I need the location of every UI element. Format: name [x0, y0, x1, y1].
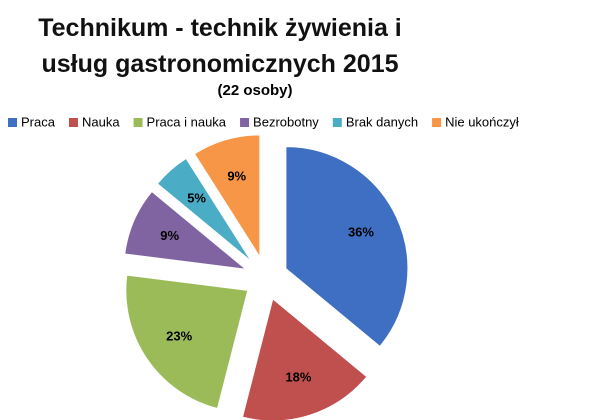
- pie-slice: [193, 134, 261, 259]
- pie-slice: [285, 146, 409, 348]
- data-label: 36%: [348, 225, 374, 240]
- data-label: 18%: [285, 369, 311, 384]
- pie-slice: [125, 274, 249, 410]
- legend-label: Bezrobotny: [253, 114, 319, 129]
- data-label: 9%: [160, 228, 179, 243]
- legend-label: Praca i nauka: [147, 114, 227, 129]
- legend-label: Nauka: [82, 114, 120, 129]
- legend-label: Praca: [21, 114, 56, 129]
- data-label: 9%: [227, 169, 246, 184]
- pie-slice: [156, 157, 252, 262]
- data-label: 23%: [166, 328, 192, 343]
- legend-swatch: [68, 118, 78, 127]
- legend-label: Brak danych: [346, 114, 418, 129]
- legend-swatch: [332, 118, 342, 127]
- pie-slice: [241, 298, 368, 420]
- chart-subtitle: (22 osoby): [217, 82, 293, 99]
- legend-swatch: [432, 118, 442, 127]
- legend-swatch: [133, 118, 143, 127]
- legend-swatch: [240, 118, 250, 127]
- legend-swatch: [8, 118, 17, 127]
- pie-slice: [124, 190, 248, 270]
- chart-title: Technikum - technik żywienia i usług gas…: [38, 14, 402, 78]
- legend-label: Nie ukończył: [445, 114, 519, 129]
- data-label: 5%: [187, 191, 206, 206]
